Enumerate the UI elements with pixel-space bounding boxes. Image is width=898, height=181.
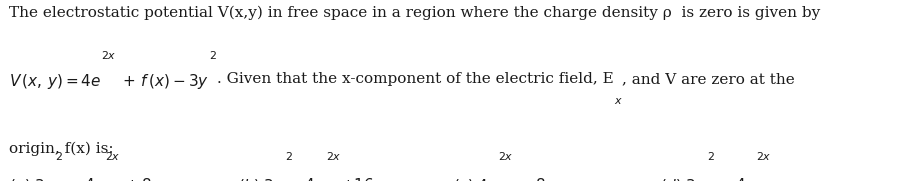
Text: . Given that the x-component of the electric field, E: . Given that the x-component of the elec… [216, 72, 613, 86]
Text: $2x$: $2x$ [105, 150, 120, 162]
Text: $2x$: $2x$ [756, 150, 771, 162]
Text: $(d)\;3x$: $(d)\;3x$ [660, 177, 707, 181]
Text: $2$: $2$ [209, 49, 216, 61]
Text: $\,-4e$: $\,-4e$ [715, 177, 756, 181]
Text: $2x$: $2x$ [326, 150, 341, 162]
Text: $2$: $2$ [285, 150, 293, 162]
Text: $2x$: $2x$ [498, 150, 514, 162]
Text: $\,-4e$: $\,-4e$ [63, 177, 105, 181]
Text: $\,+\,f\,(x) - 3y$: $\,+\,f\,(x) - 3y$ [117, 72, 209, 91]
Text: $(c)\;4e$: $(c)\;4e$ [453, 177, 498, 181]
Text: $-4e$: $-4e$ [293, 177, 326, 181]
Text: origin, f(x) is:: origin, f(x) is: [9, 141, 114, 156]
Text: $+16x$: $+16x$ [341, 177, 384, 181]
Text: $\,+8x$: $\,+8x$ [120, 177, 163, 181]
Text: $2$: $2$ [707, 150, 715, 162]
Text: $(b)\;3x$: $(b)\;3x$ [238, 177, 285, 181]
Text: $(a)\;3x$: $(a)\;3x$ [9, 177, 55, 181]
Text: The electrostatic potential V(x,y) in free space in a region where the charge de: The electrostatic potential V(x,y) in fr… [9, 5, 820, 20]
Text: $V\,(x,\,y) = 4e$: $V\,(x,\,y) = 4e$ [9, 72, 101, 91]
Text: $\,-8$: $\,-8$ [514, 177, 546, 181]
Text: $2x$: $2x$ [101, 49, 117, 61]
Text: $2$: $2$ [55, 150, 63, 162]
Text: $x$: $x$ [613, 96, 622, 106]
Text: , and V are zero at the: , and V are zero at the [622, 72, 795, 86]
